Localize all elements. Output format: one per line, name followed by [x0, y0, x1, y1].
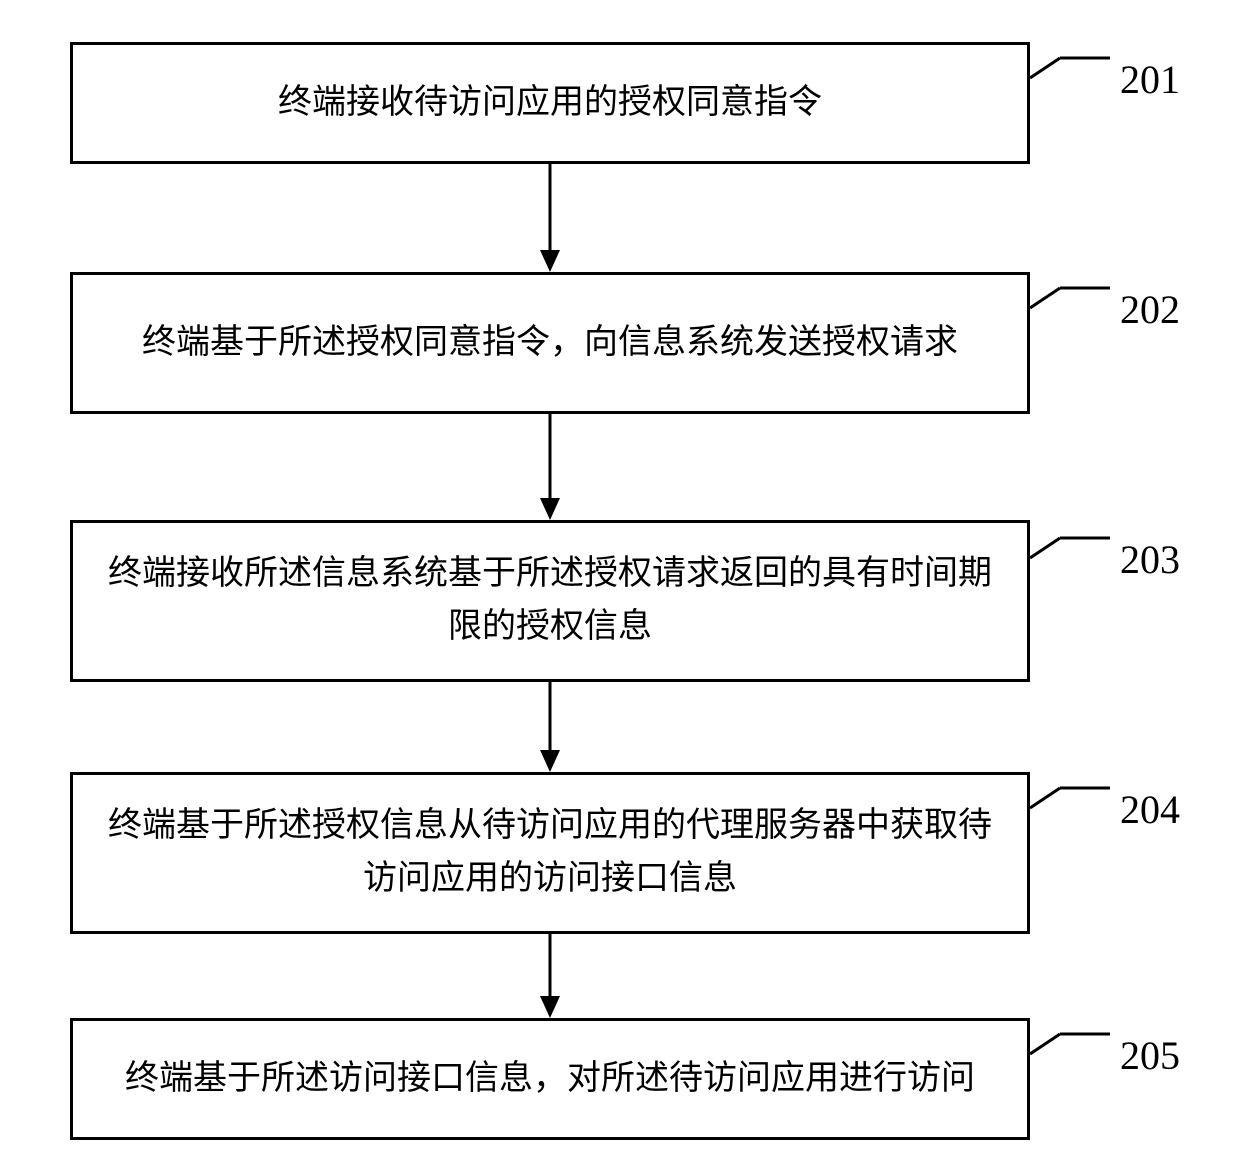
step-box-205: 终端基于所述访问接口信息，对所述待访问应用进行访问 — [70, 1018, 1030, 1140]
step-number-205: 205 — [1120, 1032, 1180, 1079]
arrow-202-203 — [540, 414, 560, 520]
step-text-201: 终端接收待访问应用的授权同意指令 — [97, 77, 1003, 130]
arrow-203-204 — [540, 682, 560, 772]
step-number-201: 201 — [1120, 56, 1180, 103]
step-box-202: 终端基于所述授权同意指令，向信息系统发送授权请求 — [70, 272, 1030, 414]
callout-202 — [1030, 288, 1110, 308]
callout-204 — [1030, 788, 1110, 808]
flowchart-canvas: 终端接收待访问应用的授权同意指令 终端基于所述授权同意指令，向信息系统发送授权请… — [0, 0, 1240, 1167]
step-box-201: 终端接收待访问应用的授权同意指令 — [70, 42, 1030, 164]
step-text-205: 终端基于所述访问接口信息，对所述待访问应用进行访问 — [97, 1053, 1003, 1106]
arrow-204-205 — [540, 934, 560, 1018]
step-box-204: 终端基于所述授权信息从待访问应用的代理服务器中获取待访问应用的访问接口信息 — [70, 772, 1030, 934]
step-box-203: 终端接收所述信息系统基于所述授权请求返回的具有时间期限的授权信息 — [70, 520, 1030, 682]
step-number-204: 204 — [1120, 786, 1180, 833]
callout-203 — [1030, 538, 1110, 558]
callout-205 — [1030, 1034, 1110, 1054]
step-number-203: 203 — [1120, 536, 1180, 583]
step-text-204: 终端基于所述授权信息从待访问应用的代理服务器中获取待访问应用的访问接口信息 — [97, 800, 1003, 905]
step-number-202: 202 — [1120, 286, 1180, 333]
callout-201 — [1030, 58, 1110, 78]
step-text-203: 终端接收所述信息系统基于所述授权请求返回的具有时间期限的授权信息 — [97, 548, 1003, 653]
step-text-202: 终端基于所述授权同意指令，向信息系统发送授权请求 — [97, 317, 1003, 370]
arrow-201-202 — [540, 164, 560, 272]
